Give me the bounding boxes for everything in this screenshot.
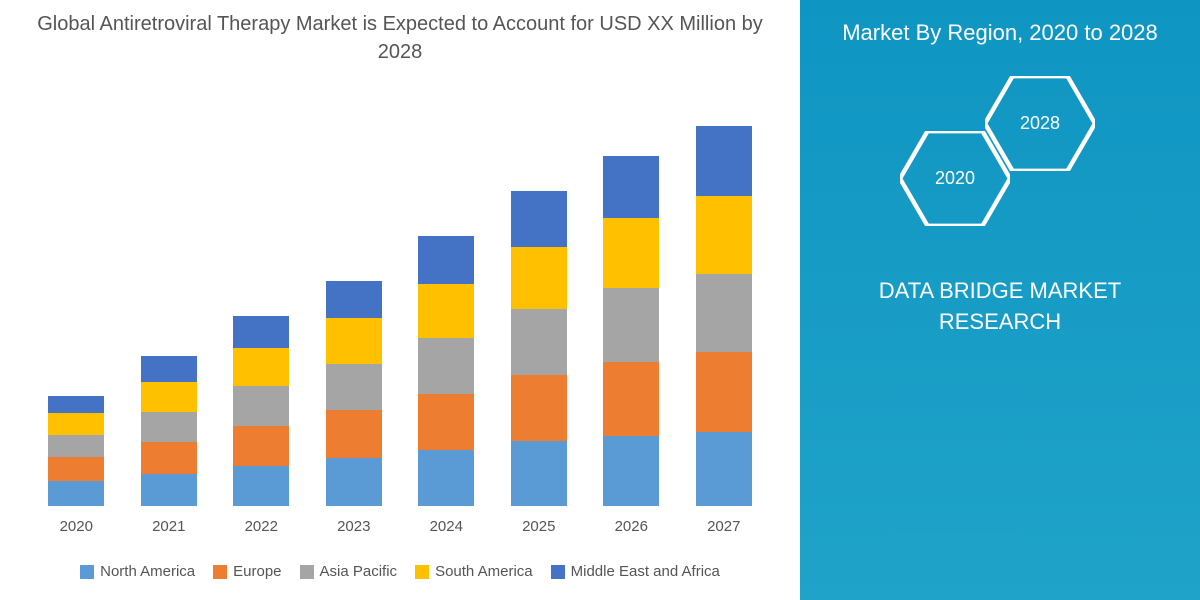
legend-item: Europe: [213, 563, 281, 580]
bar-segment: [418, 284, 474, 338]
bar-segment: [511, 375, 567, 441]
bar-segment: [233, 348, 289, 386]
bar-segment: [48, 413, 104, 435]
bar-segment: [418, 236, 474, 284]
bar-segment: [696, 352, 752, 432]
bar-segment: [696, 126, 752, 196]
bar: [233, 316, 289, 506]
bar-segment: [326, 458, 382, 506]
bar-group: 2026: [585, 156, 678, 535]
brand-line-2: RESEARCH: [879, 307, 1121, 338]
side-panel: Market By Region, 2020 to 2028 2020 2028…: [800, 0, 1200, 600]
bar: [326, 281, 382, 506]
brand-text: DATA BRIDGE MARKET RESEARCH: [879, 276, 1121, 338]
bar-segment: [326, 364, 382, 410]
bar-segment: [418, 338, 474, 394]
legend-label: Asia Pacific: [320, 563, 398, 580]
hex-2028-label: 2028: [1020, 113, 1060, 134]
bar-segment: [141, 474, 197, 506]
bar-segment: [233, 316, 289, 348]
bar-segment: [48, 435, 104, 457]
legend-swatch: [415, 565, 429, 579]
x-axis-label: 2025: [522, 518, 555, 535]
hex-2028: 2028: [985, 76, 1095, 171]
bar-segment: [418, 450, 474, 506]
bar: [603, 156, 659, 506]
bar: [511, 191, 567, 506]
bar-segment: [141, 356, 197, 382]
bar-segment: [141, 442, 197, 474]
bar: [418, 236, 474, 506]
x-axis-label: 2026: [615, 518, 648, 535]
bar-segment: [326, 281, 382, 318]
bar-segment: [233, 426, 289, 466]
bar: [48, 396, 104, 506]
bar-segment: [696, 274, 752, 352]
legend-swatch: [80, 565, 94, 579]
bar-segment: [603, 218, 659, 288]
bar-segment: [603, 362, 659, 436]
legend-swatch: [300, 565, 314, 579]
bar-segment: [233, 386, 289, 426]
bar-segment: [141, 412, 197, 442]
legend-label: South America: [435, 563, 533, 580]
chart-panel: Global Antiretroviral Therapy Market is …: [0, 0, 800, 600]
x-axis-label: 2021: [152, 518, 185, 535]
x-axis-label: 2024: [430, 518, 463, 535]
side-panel-title: Market By Region, 2020 to 2028: [842, 20, 1158, 46]
bar-segment: [141, 382, 197, 412]
bar-segment: [233, 466, 289, 506]
bar-segment: [511, 247, 567, 309]
bar-group: 2023: [308, 281, 401, 535]
x-axis-label: 2020: [60, 518, 93, 535]
legend-item: North America: [80, 563, 195, 580]
bar-segment: [48, 481, 104, 506]
bar-segment: [603, 436, 659, 506]
legend-swatch: [551, 565, 565, 579]
legend-label: Middle East and Africa: [571, 563, 720, 580]
chart-title: Global Antiretroviral Therapy Market is …: [20, 10, 780, 66]
bar-segment: [696, 196, 752, 274]
bar-segment: [48, 396, 104, 413]
brand-line-1: DATA BRIDGE MARKET: [879, 276, 1121, 307]
bar: [696, 126, 752, 506]
legend-swatch: [213, 565, 227, 579]
bar: [141, 356, 197, 506]
bar-group: 2022: [215, 316, 308, 535]
bar-group: 2020: [30, 396, 123, 535]
bar-group: 2027: [678, 126, 771, 535]
legend-item: South America: [415, 563, 533, 580]
bar-segment: [696, 432, 752, 506]
bar-group: 2024: [400, 236, 493, 535]
x-axis-label: 2022: [245, 518, 278, 535]
hex-2020-label: 2020: [935, 168, 975, 189]
bar-segment: [48, 457, 104, 481]
bar-segment: [511, 309, 567, 375]
x-axis-label: 2027: [707, 518, 740, 535]
bar-segment: [418, 394, 474, 450]
bar-group: 2025: [493, 191, 586, 535]
bar-segment: [326, 410, 382, 458]
bar-segment: [603, 288, 659, 362]
legend-label: Europe: [233, 563, 281, 580]
hex-graphic: 2020 2028: [900, 76, 1100, 246]
bar-segment: [511, 441, 567, 506]
legend-label: North America: [100, 563, 195, 580]
legend-item: Middle East and Africa: [551, 563, 720, 580]
legend-item: Asia Pacific: [300, 563, 398, 580]
chart-area: 2020 2021 2022 2023 2024 2025 2026 2027: [20, 86, 780, 545]
legend: North America Europe Asia Pacific South Ame…: [20, 563, 780, 580]
bar-segment: [511, 191, 567, 247]
bar-segment: [326, 318, 382, 364]
bar-segment: [603, 156, 659, 218]
x-axis-label: 2023: [337, 518, 370, 535]
bar-group: 2021: [123, 356, 216, 535]
